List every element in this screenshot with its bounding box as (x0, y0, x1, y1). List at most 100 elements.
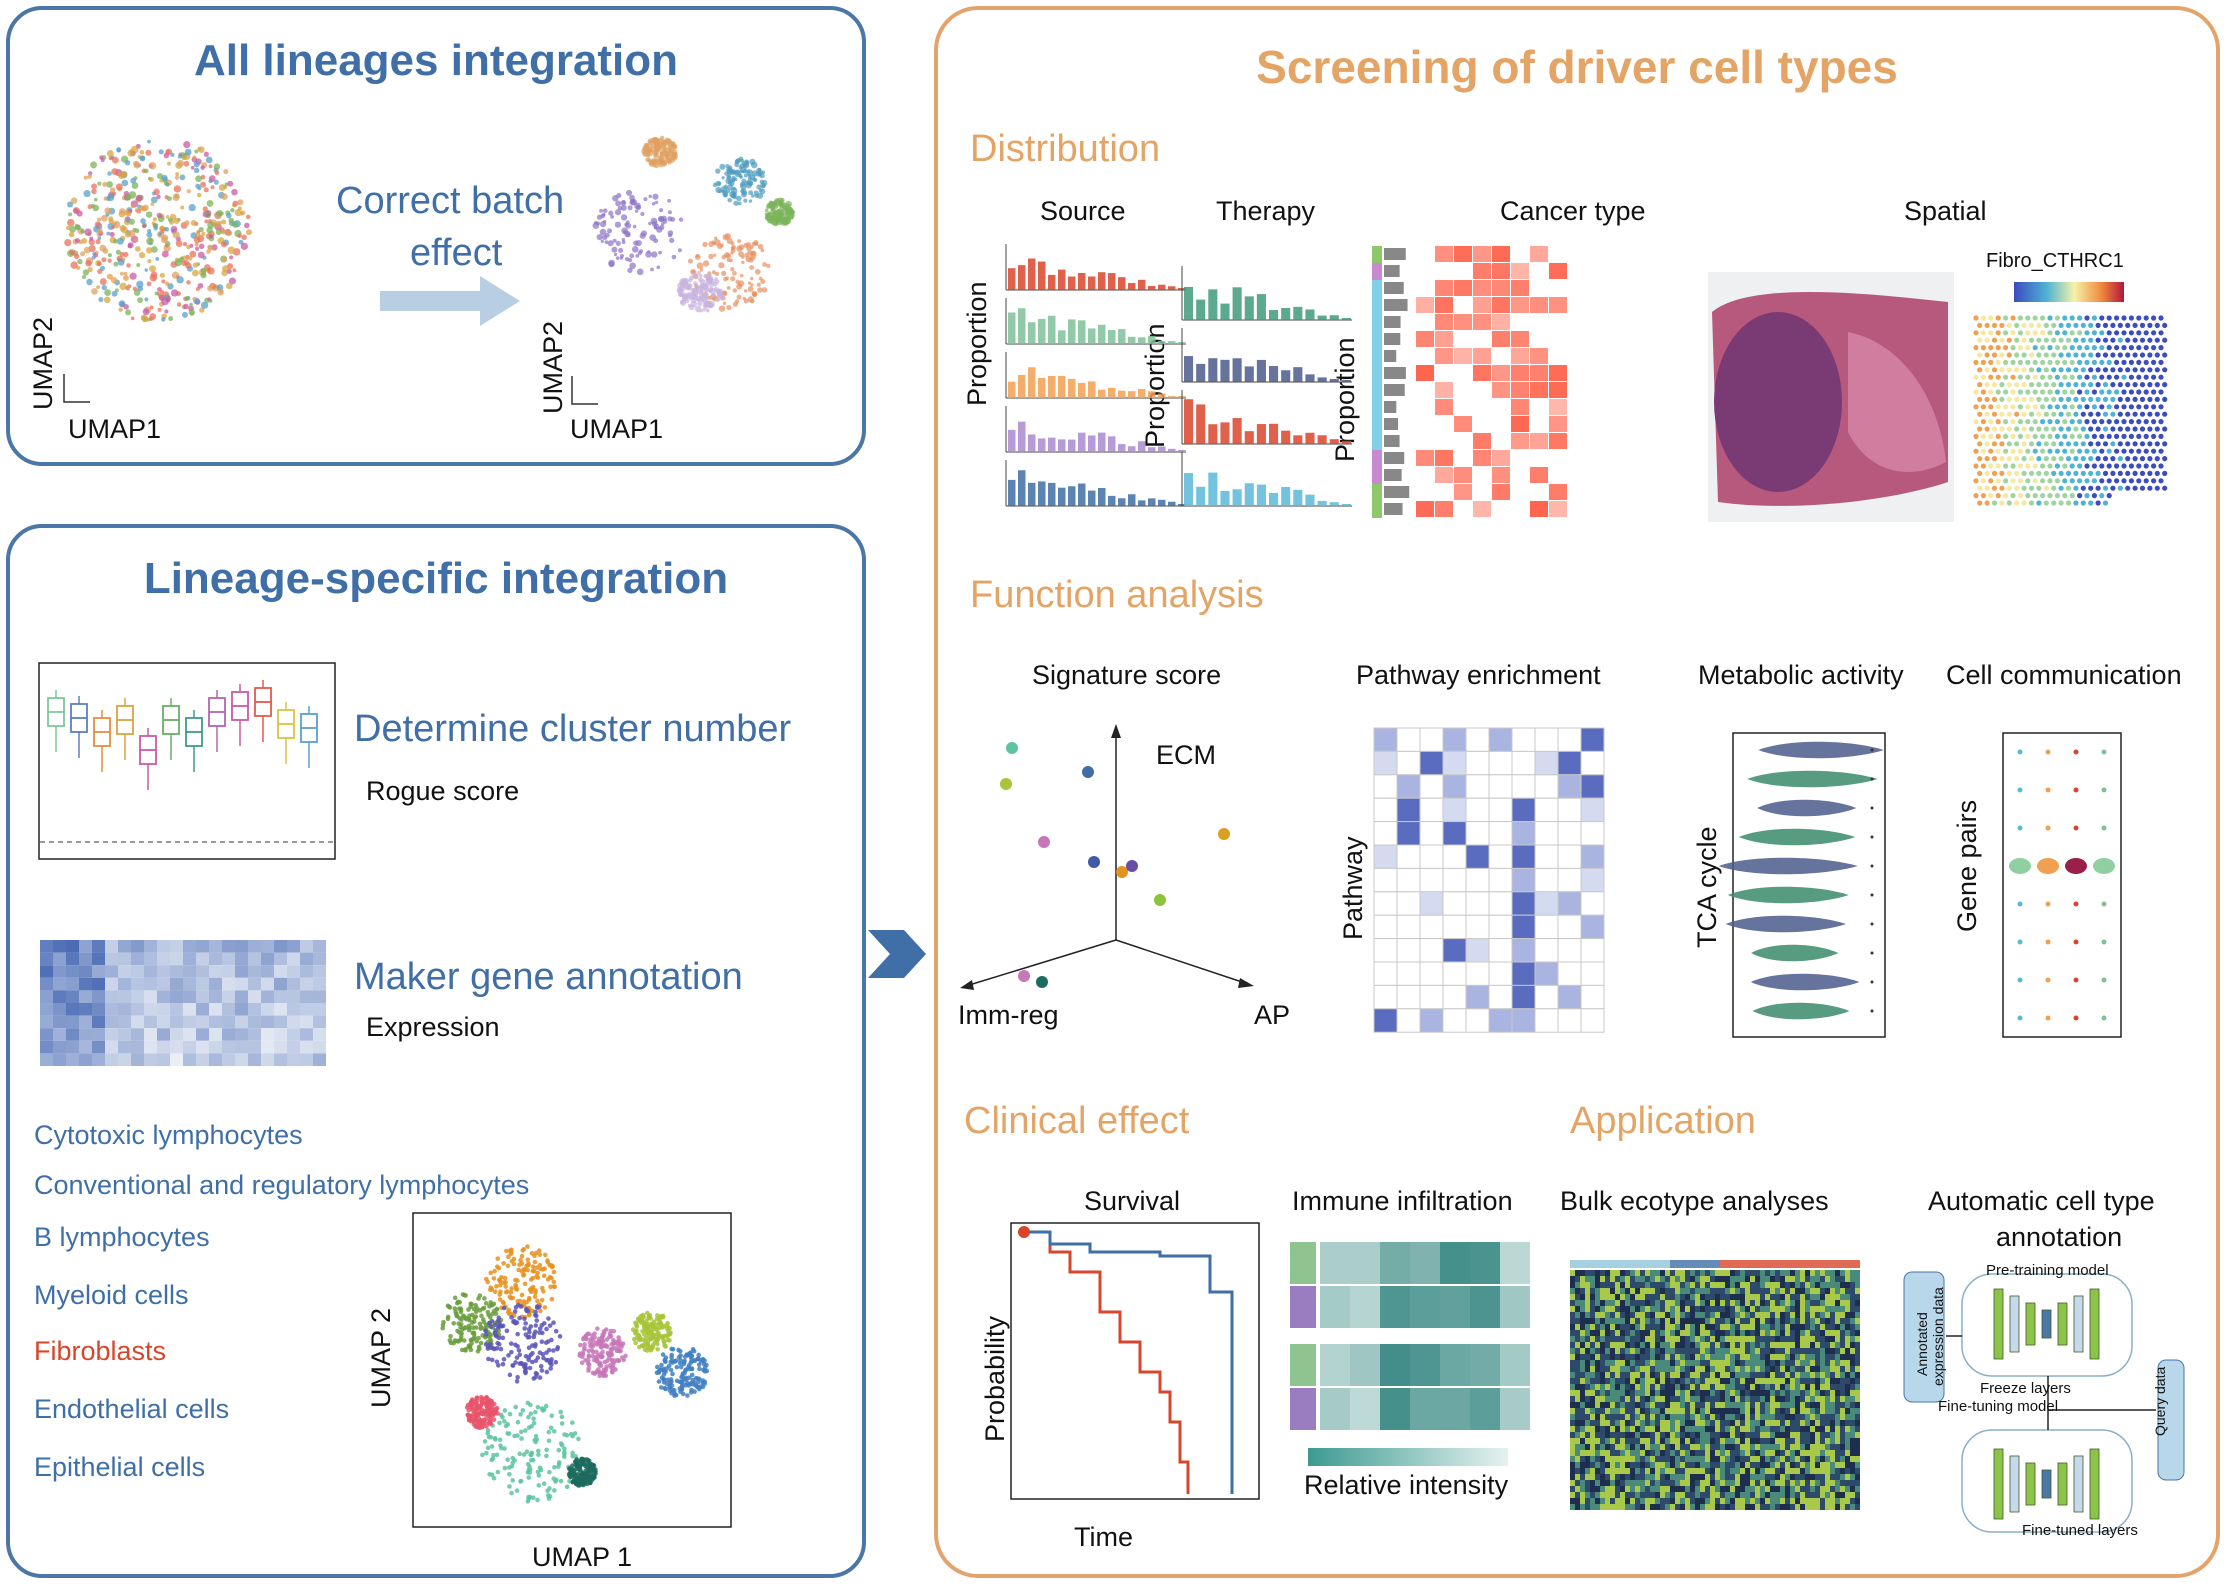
umap-point (736, 283, 743, 290)
heat-cell (1820, 1330, 1825, 1336)
umap-point (596, 221, 601, 226)
spot (2121, 315, 2127, 321)
spot (2043, 441, 2049, 447)
heat-cell (1465, 750, 1490, 776)
spot (1995, 463, 2001, 469)
spot (2006, 485, 2012, 491)
umap-point (155, 257, 160, 261)
umap-point (483, 1301, 489, 1306)
umap-point (168, 316, 174, 322)
spot (2102, 411, 2109, 417)
violin (1747, 770, 1878, 788)
spot (2021, 322, 2027, 328)
heat-cell (1760, 1294, 1765, 1300)
umap-point (508, 1341, 514, 1346)
umap-point (592, 1469, 598, 1474)
spot (2084, 463, 2090, 469)
umap-point (711, 270, 716, 275)
spot (1977, 470, 1983, 476)
heat-cell (235, 1003, 248, 1016)
immune-infiltration-heatmap (1290, 1242, 1530, 1430)
umap-point (551, 1429, 557, 1434)
heat-cell (1442, 844, 1467, 869)
umap-point (130, 316, 135, 321)
umap-point (708, 253, 714, 260)
umap-point (770, 218, 778, 226)
bar (1018, 265, 1026, 290)
bar (1038, 481, 1046, 506)
umap-point (492, 1268, 497, 1274)
umap-point (714, 271, 720, 277)
heat-cell (1750, 1276, 1755, 1282)
heat-cell (1725, 1348, 1730, 1354)
spot (2006, 441, 2012, 447)
heat-cell (1665, 1288, 1670, 1294)
umap2-axis-label-2: UMAP2 (538, 320, 568, 414)
heat-cell (1800, 1336, 1805, 1342)
heat-cell (1755, 1318, 1760, 1324)
umap-point (786, 216, 791, 220)
heat-cell (1465, 914, 1490, 940)
heat-cell (248, 990, 261, 1003)
heat-cell (1795, 1324, 1800, 1330)
heat-cell (1557, 1008, 1582, 1033)
heat-cell (1511, 331, 1529, 347)
heat-cell (1720, 1270, 1725, 1276)
spot (2043, 367, 2049, 373)
spot (2065, 367, 2072, 373)
heat-cell (1670, 1354, 1675, 1360)
umap-point (106, 181, 113, 188)
heat-cell (1855, 1312, 1860, 1318)
spot (2084, 448, 2090, 454)
umap-point (727, 184, 734, 191)
bar (1088, 435, 1096, 452)
spot (2162, 382, 2168, 388)
umap-point (532, 1294, 538, 1300)
heat-cell (1805, 1318, 1810, 1324)
bar (1220, 303, 1230, 320)
umap-point (497, 1420, 502, 1426)
heat-cell (1855, 1330, 1860, 1336)
gene-pair-dot (2073, 939, 2079, 945)
umap-point (115, 249, 121, 255)
umap-point (192, 155, 197, 160)
spot (1995, 478, 2001, 484)
heat-cell (118, 1053, 131, 1066)
umap-point (547, 1274, 553, 1280)
umap-point (555, 1345, 561, 1350)
heat-cell (1650, 1312, 1655, 1318)
heat-cell (1511, 914, 1536, 940)
heat-cell (1800, 1324, 1805, 1330)
umap-point (507, 1372, 513, 1378)
umap-point (513, 1277, 518, 1283)
heat-cell (1660, 1342, 1665, 1348)
heat-cell (105, 1028, 118, 1041)
umap-point (513, 1320, 518, 1326)
heat-cell (1825, 1336, 1830, 1342)
heat-cell (1580, 891, 1605, 916)
heat-cell (1373, 797, 1398, 823)
heat-cell (1820, 1354, 1825, 1360)
heat-cell (1585, 1288, 1590, 1294)
umap-point (483, 1276, 489, 1282)
umap-point (618, 247, 624, 253)
spot (2051, 322, 2057, 328)
heat-cell (1785, 1306, 1790, 1312)
heat-cell (1465, 961, 1490, 986)
umap-point (133, 161, 141, 169)
heat-cell (1610, 1354, 1615, 1360)
umap-point (551, 1279, 557, 1285)
heat-cell (1810, 1294, 1815, 1300)
heat-cell (92, 977, 105, 991)
spot (2110, 441, 2116, 447)
heat-cell (1840, 1294, 1845, 1300)
heat-cell (1590, 1270, 1595, 1276)
umap-point (112, 156, 119, 164)
heat-cell (1820, 1336, 1825, 1342)
umap-point (514, 1355, 520, 1360)
heat-cell (1605, 1354, 1610, 1360)
umap-point (766, 203, 771, 208)
heat-cell (1605, 1336, 1610, 1342)
heat-cell (1680, 1354, 1685, 1360)
heat-cell (1725, 1318, 1730, 1324)
